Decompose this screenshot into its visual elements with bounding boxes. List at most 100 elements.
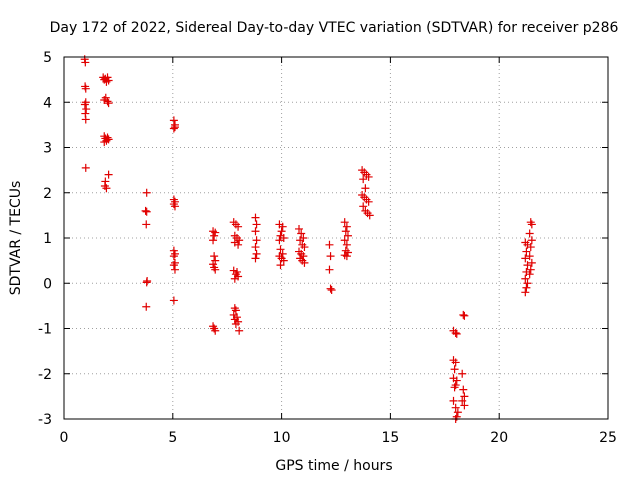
data-point	[230, 274, 239, 283]
y-tick-label: 4	[43, 95, 52, 111]
data-point	[251, 243, 260, 252]
data-point	[325, 265, 334, 274]
data-point	[296, 236, 305, 245]
data-point	[527, 236, 536, 245]
data-point	[460, 401, 469, 410]
data-point	[169, 252, 178, 261]
data-point	[342, 240, 351, 249]
y-tick-labels: -3 -2 -1 0 1 2 3 4 5	[38, 50, 52, 428]
data-point	[342, 222, 351, 231]
data-point	[102, 184, 111, 193]
data-point	[103, 133, 112, 142]
data-point	[525, 270, 534, 279]
data-point	[361, 184, 370, 193]
chart-title: Day 172 of 2022, Sidereal Day-to-day VTE…	[50, 20, 619, 36]
data-point	[252, 220, 261, 229]
data-point	[100, 138, 109, 147]
data-point	[364, 197, 373, 206]
data-point	[232, 267, 241, 276]
data-point	[359, 175, 368, 184]
data-point	[142, 188, 151, 197]
data-point	[325, 240, 334, 249]
data-point	[340, 236, 349, 245]
data-point	[526, 265, 535, 274]
data-point	[343, 231, 352, 240]
data-point	[275, 236, 284, 245]
data-point	[451, 403, 460, 412]
data-point	[450, 365, 459, 374]
data-point	[295, 224, 304, 233]
data-point	[451, 329, 460, 338]
data-point	[142, 220, 151, 229]
data-point	[525, 252, 534, 261]
y-tick-label: 5	[43, 50, 52, 66]
data-point	[251, 254, 260, 263]
data-point	[523, 261, 532, 270]
data-point	[341, 227, 350, 236]
data-point	[276, 261, 285, 270]
data-point	[252, 236, 261, 245]
data-point	[209, 236, 218, 245]
data-point	[521, 254, 530, 263]
data-point	[460, 392, 469, 401]
y-tick-label: -2	[38, 367, 52, 383]
data-point	[279, 234, 288, 242]
data-point	[170, 265, 179, 274]
data-point	[449, 396, 458, 405]
x-tick-label: 20	[490, 430, 508, 446]
data-point	[231, 319, 240, 328]
data-point	[297, 229, 306, 238]
data-point	[359, 202, 368, 211]
data-point	[103, 97, 112, 106]
data-point	[82, 105, 91, 114]
data-point	[252, 249, 261, 258]
y-tick-label: -3	[38, 412, 52, 428]
y-tick-label: 0	[43, 276, 52, 292]
data-point	[141, 206, 150, 215]
data-point	[169, 261, 178, 270]
data-point	[81, 58, 90, 67]
data-point	[453, 408, 462, 417]
data-point	[327, 286, 336, 295]
data-point	[170, 123, 179, 132]
data-point	[522, 247, 531, 256]
data-point	[450, 383, 459, 392]
data-point	[459, 385, 468, 394]
data-point	[169, 296, 178, 305]
data-point	[142, 207, 151, 216]
data-point	[527, 220, 536, 229]
data-point	[81, 163, 90, 172]
data-point	[170, 202, 179, 211]
data-point	[521, 288, 530, 297]
data-point	[326, 284, 335, 293]
x-tick-label: 10	[273, 430, 291, 446]
x-tick-label: 25	[599, 430, 617, 446]
data-point	[169, 124, 178, 133]
x-tick-label: 0	[60, 430, 69, 446]
data-point	[104, 170, 113, 179]
data-point	[211, 265, 220, 274]
x-tick-label: 5	[168, 430, 177, 446]
data-point	[276, 245, 285, 254]
x-tick-labels: 0 5 10 15 20 25	[60, 430, 617, 446]
data-point	[142, 302, 151, 311]
data-point	[525, 229, 534, 238]
data-point	[300, 258, 309, 267]
data-point	[364, 172, 373, 181]
data-point	[211, 256, 220, 265]
grid	[64, 57, 608, 419]
data-point	[104, 135, 113, 144]
y-tick-label: 3	[43, 141, 52, 157]
data-point	[458, 369, 467, 378]
data-point	[209, 227, 218, 236]
data-point	[81, 115, 90, 124]
data-point	[231, 306, 240, 315]
data-point	[104, 99, 113, 108]
data-point	[526, 243, 535, 252]
data-point	[104, 76, 113, 85]
data-point	[210, 231, 219, 240]
data-point	[300, 243, 309, 252]
data-point	[279, 256, 288, 265]
data-point	[341, 246, 350, 255]
x-axis-label: GPS time / hours	[275, 458, 392, 474]
